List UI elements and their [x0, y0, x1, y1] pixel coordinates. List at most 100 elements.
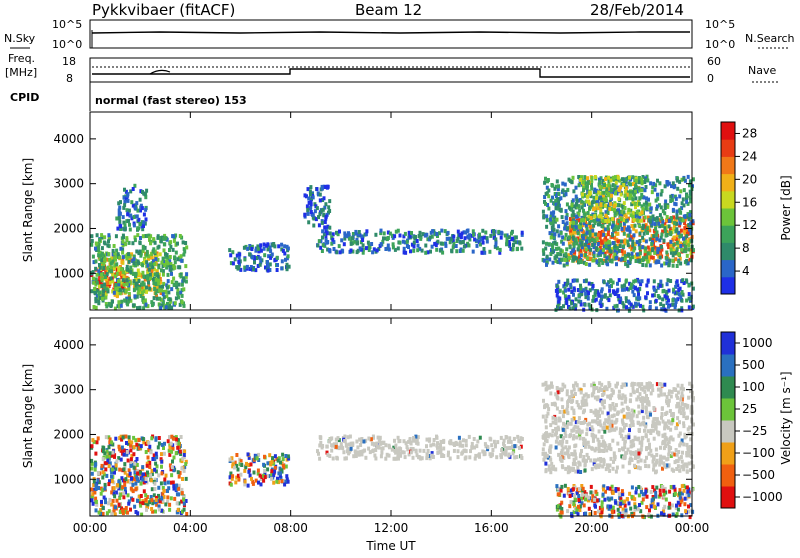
- velocity-data-cell: [677, 384, 680, 388]
- velocity-data-cell: [270, 477, 273, 481]
- velocity-data-cell: [151, 498, 154, 502]
- velocity-data-cell: [655, 453, 658, 457]
- velocity-data-cell: [397, 450, 400, 454]
- velocity-data-cell: [551, 429, 554, 433]
- velocity-data-cell: [123, 453, 126, 457]
- power-data-cell: [119, 224, 122, 228]
- velocity-data-cell: [97, 436, 100, 440]
- power-data-cell: [659, 284, 662, 288]
- velocity-data-cell: [229, 458, 232, 462]
- power-data-cell: [374, 233, 377, 237]
- power-data-cell: [184, 241, 187, 245]
- power-ytick-label: 3000: [53, 177, 84, 191]
- power-data-cell: [338, 230, 341, 234]
- power-data-cell: [630, 224, 633, 228]
- power-data-cell: [688, 213, 691, 217]
- power-data-cell: [570, 180, 573, 184]
- power-data-cell: [310, 210, 313, 214]
- power-data-layer: [90, 175, 695, 313]
- velocity-data-cell: [663, 383, 666, 387]
- velocity-data-cell: [679, 398, 682, 402]
- power-data-cell: [323, 225, 326, 229]
- velocity-data-cell: [504, 453, 507, 457]
- power-colorbar-swatch: [721, 191, 735, 209]
- power-data-cell: [545, 225, 548, 229]
- velocity-data-cell: [96, 478, 99, 482]
- power-data-cell: [494, 243, 497, 247]
- power-data-cell: [550, 183, 553, 187]
- velocity-data-cell: [132, 489, 135, 493]
- power-data-cell: [584, 243, 587, 247]
- velocity-data-cell: [253, 471, 256, 475]
- velocity-data-cell: [567, 422, 570, 426]
- power-data-cell: [649, 216, 652, 220]
- velocity-data-cell: [96, 440, 99, 444]
- power-data-cell: [328, 209, 331, 213]
- velocity-data-cell: [610, 457, 613, 461]
- velocity-data-cell: [583, 463, 586, 467]
- power-data-cell: [557, 192, 560, 196]
- velocity-data-cell: [382, 441, 385, 445]
- power-data-cell: [543, 181, 546, 185]
- power-data-cell: [669, 279, 672, 283]
- power-data-cell: [452, 242, 455, 246]
- power-data-cell: [660, 264, 663, 268]
- power-data-cell: [552, 213, 555, 217]
- power-data-cell: [110, 262, 113, 266]
- power-data-cell: [101, 297, 104, 301]
- velocity-data-cell: [544, 462, 547, 466]
- velocity-data-cell: [95, 500, 98, 504]
- power-data-cell: [306, 204, 309, 208]
- power-data-cell: [644, 215, 647, 219]
- power-data-cell: [139, 306, 142, 310]
- velocity-data-cell: [184, 462, 187, 466]
- velocity-data-cell: [95, 483, 98, 487]
- velocity-data-cell: [579, 454, 582, 458]
- velocity-data-cell: [473, 437, 476, 441]
- velocity-data-cell: [608, 404, 611, 408]
- power-data-cell: [672, 208, 675, 212]
- velocity-data-cell: [155, 452, 158, 456]
- velocity-data-cell: [632, 412, 635, 416]
- velocity-data-cell: [237, 468, 240, 472]
- power-data-cell: [145, 286, 148, 290]
- velocity-data-cell: [269, 462, 272, 466]
- velocity-data-cell: [326, 453, 329, 457]
- power-data-cell: [557, 184, 560, 188]
- power-data-cell: [592, 284, 595, 288]
- power-data-cell: [653, 288, 656, 292]
- power-data-cell: [361, 238, 364, 242]
- power-data-cell: [628, 176, 631, 180]
- power-data-cell: [666, 242, 669, 246]
- power-data-cell: [151, 303, 154, 307]
- power-data-cell: [620, 239, 623, 243]
- power-data-cell: [130, 200, 133, 204]
- velocity-data-cell: [240, 463, 243, 467]
- power-data-cell: [615, 256, 618, 260]
- power-data-cell: [318, 239, 321, 243]
- power-data-cell: [479, 238, 482, 242]
- velocity-data-cell: [442, 440, 445, 444]
- power-data-cell: [164, 290, 167, 294]
- cpid-text: normal (fast stereo) 153: [95, 94, 247, 107]
- velocity-data-cell: [415, 439, 418, 443]
- velocity-data-cell: [262, 479, 265, 483]
- velocity-data-cell: [124, 477, 127, 481]
- velocity-data-cell: [132, 436, 135, 440]
- power-data-cell: [666, 282, 669, 286]
- velocity-data-cell: [677, 464, 680, 468]
- power-data-cell: [550, 221, 553, 225]
- power-data-cell: [564, 252, 567, 256]
- power-data-cell: [636, 218, 639, 222]
- velocity-data-cell: [672, 438, 675, 442]
- velocity-data-cell: [140, 494, 143, 498]
- velocity-data-cell: [181, 491, 184, 495]
- power-data-cell: [662, 304, 665, 308]
- power-colorbar-swatch: [721, 277, 735, 295]
- power-data-cell: [627, 253, 630, 257]
- power-data-cell: [555, 206, 558, 210]
- power-data-cell: [563, 227, 566, 231]
- velocity-data-cell: [125, 441, 128, 445]
- velocity-data-cell: [631, 409, 634, 413]
- power-data-cell: [649, 181, 652, 185]
